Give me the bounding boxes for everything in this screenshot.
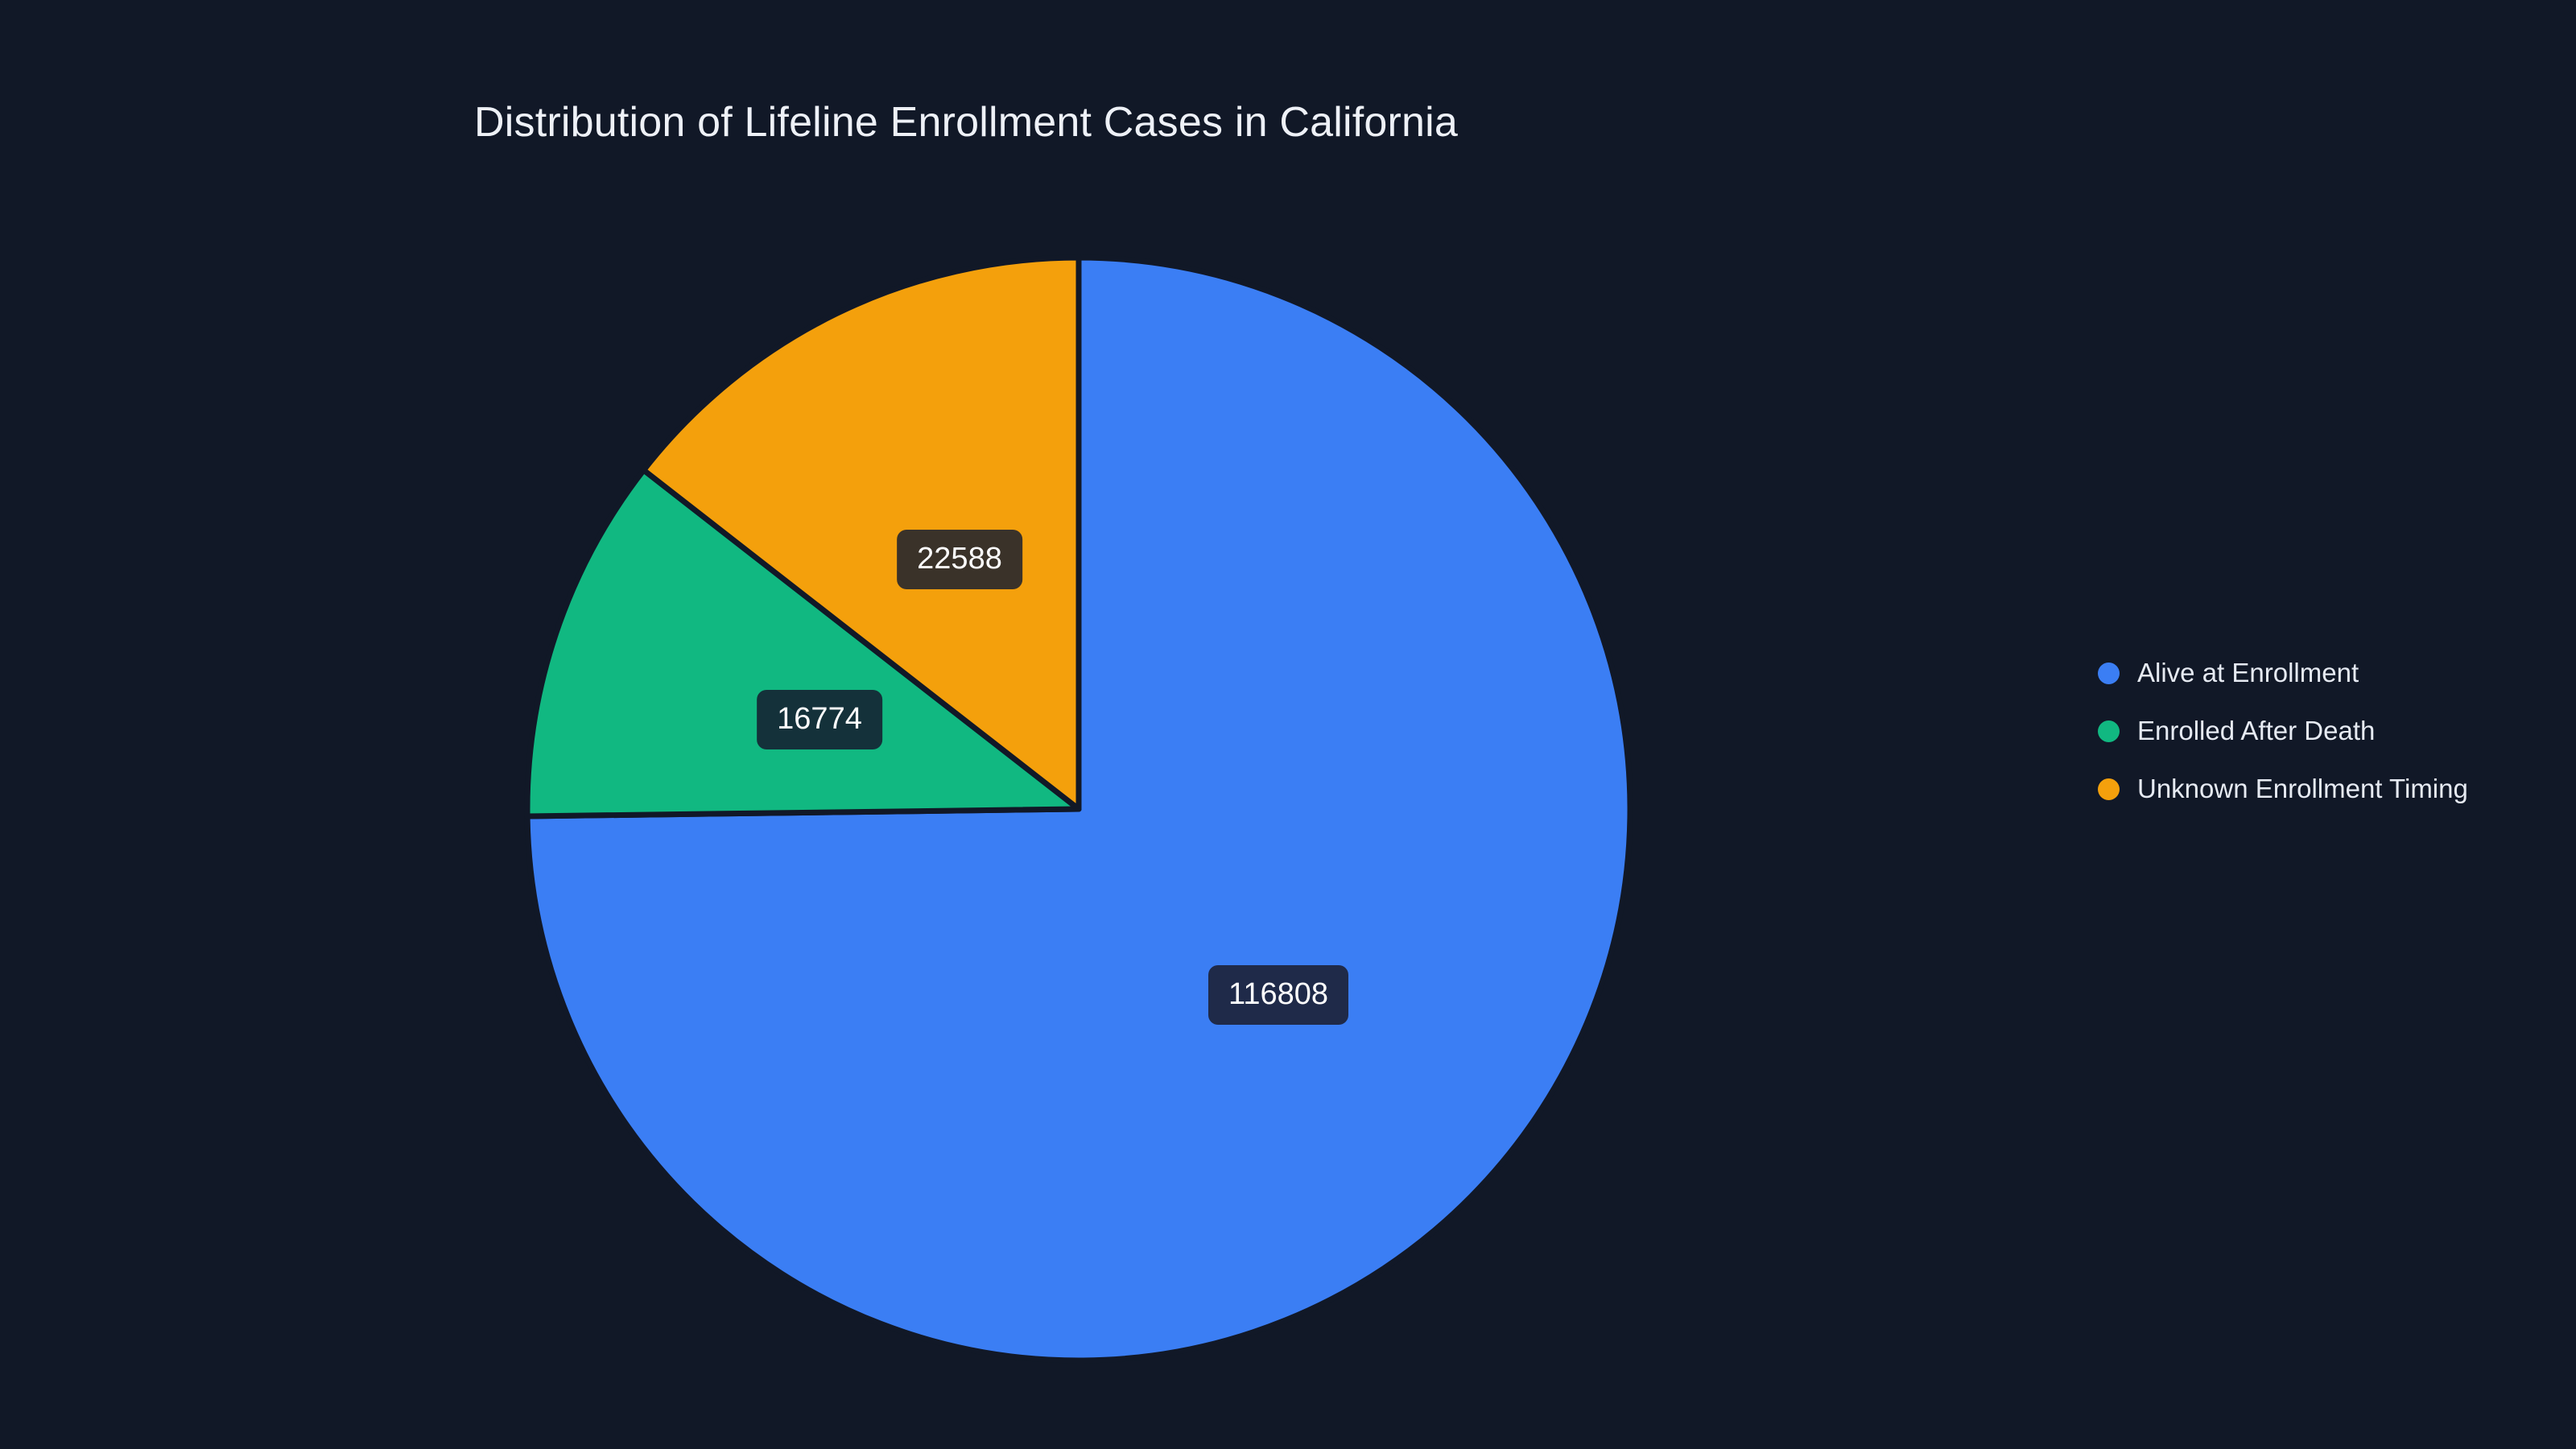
legend-item[interactable]: Enrolled After Death: [2098, 702, 2549, 760]
legend-item[interactable]: Unknown Enrollment Timing: [2098, 760, 2549, 818]
legend-item[interactable]: Alive at Enrollment: [2098, 644, 2549, 702]
pie-slice-value-label: 16774: [757, 690, 882, 749]
pie-slice[interactable]: [641, 254, 1082, 812]
pie-slices-svg: [524, 254, 1633, 1364]
legend-swatch-circle-icon: [2098, 720, 2120, 742]
pie-plot-area: 116808 16774 22588: [524, 254, 1633, 1364]
pie-slice-value-label: 22588: [897, 530, 1022, 589]
pie-slice-value-label: 116808: [1208, 965, 1348, 1025]
pie-slice[interactable]: [524, 467, 1082, 819]
legend-swatch-circle-icon: [2098, 778, 2120, 800]
legend-item-label: Enrolled After Death: [2137, 716, 2376, 745]
legend-item-label: Alive at Enrollment: [2137, 658, 2359, 687]
legend-swatch-circle-icon: [2098, 662, 2120, 684]
legend-item-label: Unknown Enrollment Timing: [2137, 774, 2468, 803]
pie-slices-group: [524, 254, 1633, 1364]
chart-legend: Alive at Enrollment Enrolled After Death U…: [2098, 644, 2549, 818]
chart-title: Distribution of Lifeline Enrollment Case…: [473, 99, 1458, 146]
pie-slice[interactable]: [524, 254, 1633, 1364]
